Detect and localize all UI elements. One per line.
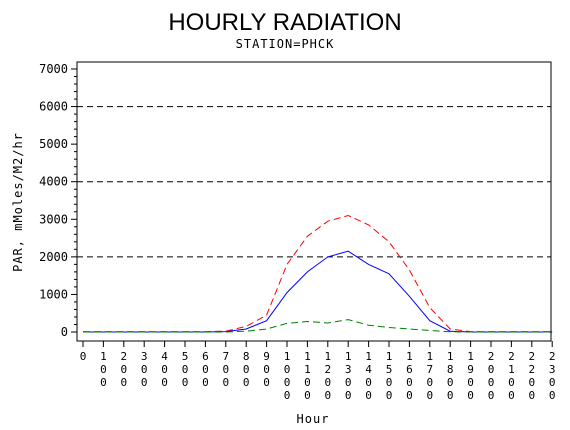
y-tick-label: 1000 xyxy=(39,287,68,301)
plot-area xyxy=(76,61,552,342)
x-tick-label: 0 xyxy=(80,350,87,363)
y-tick-label: 5000 xyxy=(39,137,68,151)
y-axis-ticks: 0 1000 2000 3000 4000 5000 6000 7000 xyxy=(39,62,77,339)
chart-title: HOURLY RADIATION xyxy=(168,9,401,36)
y-axis-label: PAR, mMoles/M2/hr xyxy=(11,132,25,272)
grid-lines xyxy=(77,106,551,258)
series-lines xyxy=(83,214,553,333)
y-tick-label: 3000 xyxy=(39,212,68,226)
x-axis-ticks: 0 1 0 0 2 0 0 3 0 0 4 0 0 5 0 0 6 0 0 7 0 0 8 0 0 9 0 0 1 0 0 0 1 1 0 0 1 2 0 0… xyxy=(80,341,556,402)
y-tick-label: 4000 xyxy=(39,175,68,189)
y-tick-label: 6000 xyxy=(39,100,68,114)
series-line-1 xyxy=(83,214,553,333)
x-axis-label: Hour xyxy=(297,412,330,426)
y-tick-label: 2000 xyxy=(39,250,68,264)
series-line-3 xyxy=(83,319,553,333)
series-line-2 xyxy=(83,250,553,333)
y-tick-label: 0 xyxy=(61,325,68,339)
y-tick-label: 7000 xyxy=(39,62,68,76)
chart-subtitle: STATION=PHCK xyxy=(236,37,335,51)
